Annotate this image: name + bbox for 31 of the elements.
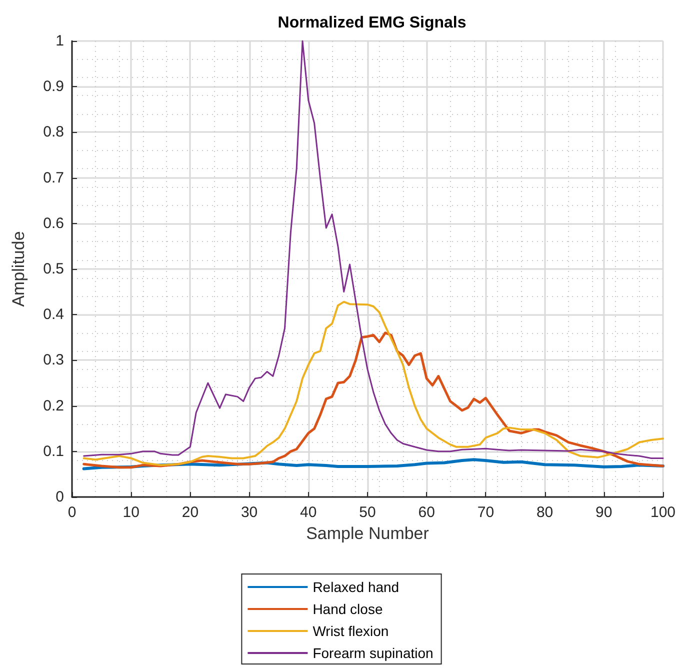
x-tick-label: 10 <box>122 504 140 521</box>
x-tick-label: 60 <box>418 504 435 521</box>
y-tick-label: 1 <box>56 32 64 50</box>
x-tick-label: 90 <box>596 504 612 521</box>
legend-label: Forearm supination <box>312 645 434 661</box>
chart-title: Normalized EMG Signals <box>278 14 466 32</box>
y-tick-label: 0.5 <box>43 260 64 278</box>
y-tick-label: 0.6 <box>43 214 64 232</box>
y-tick-label: 0.9 <box>43 78 64 96</box>
y-axis-title: Amplitude <box>9 231 28 307</box>
x-axis-title: Sample Number <box>306 524 430 543</box>
y-tick-label: 0.7 <box>43 169 64 186</box>
x-tick-label: 80 <box>536 504 554 521</box>
x-tick-label: 50 <box>359 504 376 521</box>
y-tick-label: 0.2 <box>43 397 64 414</box>
y-tick-label: 0.3 <box>43 352 64 369</box>
legend-label: Relaxed hand <box>312 579 400 595</box>
x-tick-label: 70 <box>477 504 494 521</box>
line-series <box>82 300 664 466</box>
x-tick-label: 20 <box>182 504 199 521</box>
y-tick-label: 0 <box>56 488 64 506</box>
y-tick-label: 0.4 <box>43 306 64 324</box>
x-tick-label: 100 <box>650 504 676 521</box>
x-tick-label: 40 <box>300 504 317 521</box>
line-series <box>83 40 664 459</box>
y-tick-label: 0.8 <box>43 124 64 141</box>
legend-label: Hand close <box>312 601 383 617</box>
y-tick-label: 0.1 <box>43 442 64 460</box>
legend-label: Wrist flexion <box>312 623 389 639</box>
x-tick-label: 0 <box>68 504 76 521</box>
x-tick-label: 30 <box>240 504 258 521</box>
